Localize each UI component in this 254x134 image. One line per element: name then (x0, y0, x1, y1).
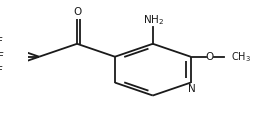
Text: NH$_2$: NH$_2$ (143, 13, 165, 27)
Text: CH$_3$: CH$_3$ (231, 50, 251, 64)
Text: F: F (0, 52, 4, 62)
Text: O: O (73, 7, 81, 17)
Text: O: O (206, 52, 214, 62)
Text: N: N (188, 84, 196, 94)
Text: F: F (0, 66, 3, 76)
Text: F: F (0, 38, 3, 47)
